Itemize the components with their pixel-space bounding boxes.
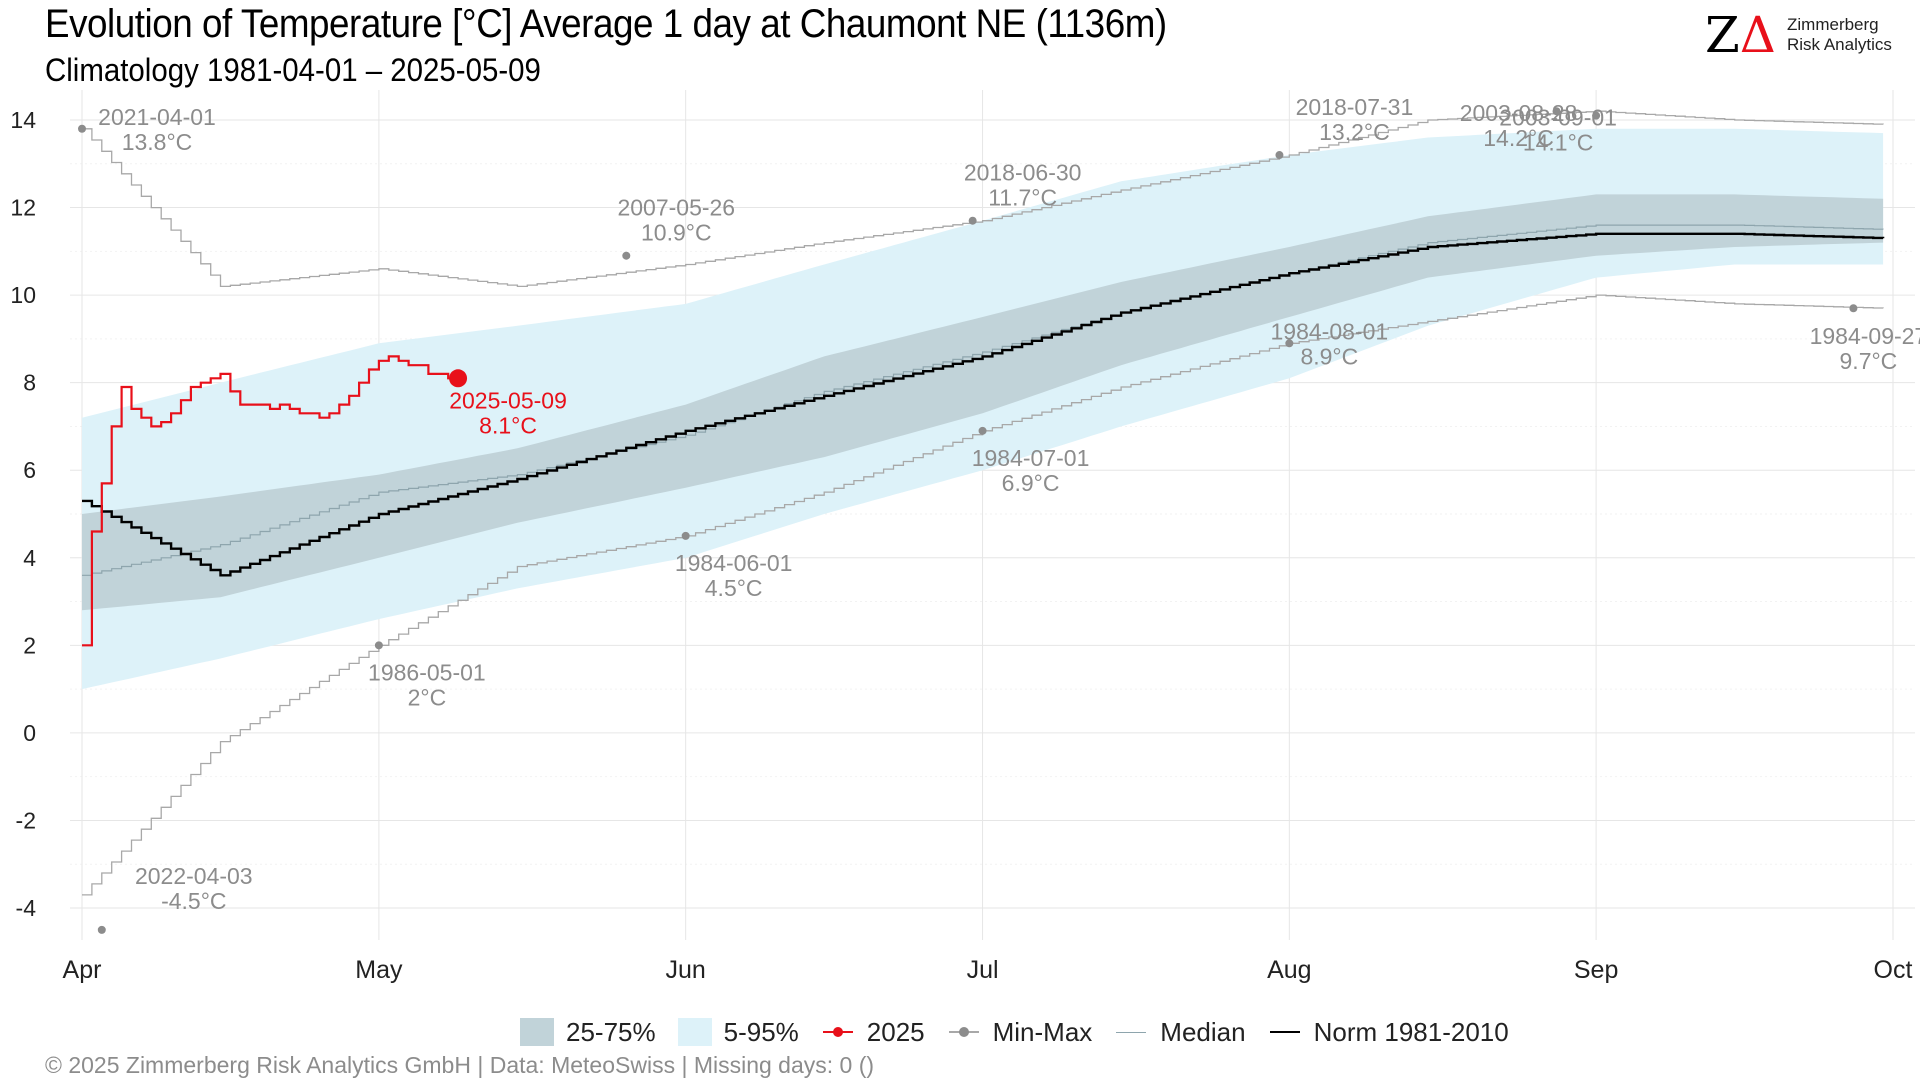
annotation-date-label: 2003-08-28 [1460,100,1578,126]
y-tick-label: -4 [16,895,37,921]
x-tick-label: Apr [63,956,102,984]
annotation-date-label: 1984-08-01 [1271,318,1389,344]
record-point [978,426,987,435]
x-tick-label: Jun [666,956,706,984]
annotation-value-label: 8.9°C [1300,343,1358,369]
legend-key-minmax [947,1018,981,1046]
minmax-max-line [82,110,1884,288]
legend-label-current: 2025 [866,1016,925,1047]
record-point [1592,111,1601,120]
x-tick-label: Jul [967,956,999,984]
chart-subtitle: Climatology 1981-04-01 – 2025-05-09 [45,52,541,88]
chart-legend: 25-75% 5-95% 2025 Min-Max Median Norm 19… [520,1015,1531,1049]
legend-label-norm: Norm 1981-2010 [1313,1016,1509,1047]
annotation-value-label: 9.7°C [1840,348,1898,374]
annotation-value-label: 4.5°C [705,575,763,601]
current-year-line [82,355,459,647]
current-last-point [449,369,468,388]
legend-swatch-iqr [520,1018,554,1046]
annotation-date-label: 1984-07-01 [972,445,1090,471]
record-point [622,251,631,260]
annotation-value-label: 13.8°C [122,129,193,155]
annotation-date-label: 2003-09-01 [1499,105,1617,131]
y-tick-label: 6 [23,457,36,483]
norm-line [82,232,1885,577]
logo-line-1: Zimmerberg [1787,15,1879,34]
legend-key-norm [1268,1018,1302,1046]
annotation-value-label: 6.9°C [1002,470,1060,496]
record-point [78,124,86,133]
annotation-value-label: 11.7°C [988,185,1057,211]
record-point [97,925,106,934]
y-tick-label: 4 [23,545,36,571]
annotation-date-label: 2021-04-01 [98,104,216,130]
y-tick-label: 2 [23,632,36,658]
annotation-date-label: 2018-07-31 [1296,94,1414,120]
legend-item-median: Median [1114,1016,1246,1048]
legend-item-iqr: 25-75% [520,1017,656,1048]
x-tick-label: Sep [1574,956,1618,984]
logo-line-2: Risk Analytics [1787,35,1892,54]
median-line [82,224,1884,576]
annotation-value-label: 10.9°C [641,220,712,246]
annotation-date-label: 2025-05-09 [449,387,567,413]
annotation-date-label: 1984-06-01 [675,550,793,576]
legend-key-median [1114,1018,1148,1046]
annotation-date-label: 1984-09-27 [1810,323,1920,349]
band-iqr [82,194,1884,611]
legend-label-median: Median [1160,1016,1246,1047]
annotation-date-label: 2007-05-26 [617,195,735,221]
y-tick-label: 12 [10,195,36,221]
record-point [374,641,383,650]
annotation-value-label: 13.2°C [1319,119,1390,145]
annotation-date-label: 2022-04-03 [135,863,253,889]
legend-item-norm: Norm 1981-2010 [1268,1017,1509,1048]
y-tick-label: 0 [23,720,36,746]
legend-label-iqr: 25-75% [566,1016,656,1047]
annotation-value-label: -4.5°C [161,888,226,914]
x-tick-label: Oct [1874,956,1913,984]
annotation-value-label: 8.1°C [479,412,537,438]
y-tick-label: 14 [10,107,36,133]
legend-label-outer: 5-95% [723,1016,799,1047]
logo-mark-icon: ZΔ [1705,6,1776,64]
record-point [1285,339,1294,348]
x-tick-label: May [355,956,403,984]
legend-item-current: 2025 [821,1017,925,1048]
annotation-date-label: 1986-05-01 [368,659,486,685]
legend-item-minmax: Min-Max [947,1016,1093,1048]
annotation-value-label: 14.1°C [1523,130,1594,156]
legend-item-outer: 5-95% [677,1016,799,1048]
y-tick-label: 10 [10,282,36,308]
x-tick-label: Aug [1267,956,1311,984]
logo-text: Zimmerberg Risk Analytics [1787,15,1892,55]
annotation-value-label: 14.2°C [1483,125,1554,151]
record-point [681,531,690,540]
chart-title: Evolution of Temperature [°C] Average 1 … [45,2,1167,46]
legend-label-minmax: Min-Max [992,1016,1093,1047]
y-tick-label: -2 [16,807,36,833]
record-point [1552,107,1561,116]
company-logo: ZΔ Zimmerberg Risk Analytics [1705,10,1915,60]
annotation-date-label: 2018-06-30 [964,160,1082,186]
legend-key-current [821,1018,855,1046]
record-point [1849,304,1858,313]
record-point [968,216,977,225]
y-tick-label: 8 [23,370,36,396]
footer-credits: © 2025 Zimmerberg Risk Analytics GmbH | … [45,1052,875,1078]
annotation-value-label: 2°C [408,684,447,710]
record-point [1275,151,1284,160]
legend-swatch-outer [677,1018,712,1046]
